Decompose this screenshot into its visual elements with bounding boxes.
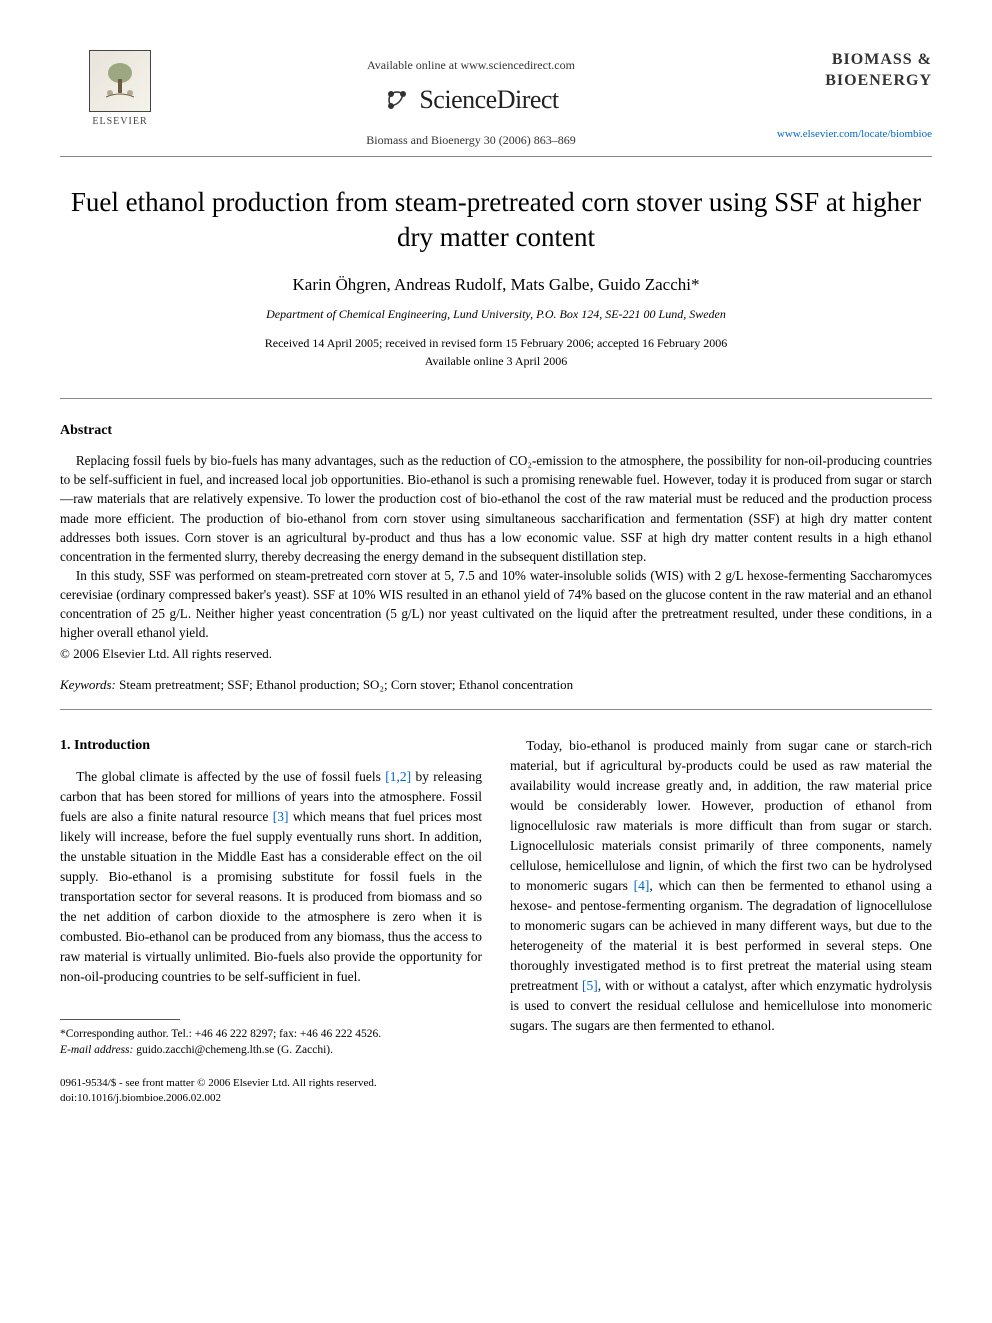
body-columns: 1. Introduction The global climate is af… (60, 736, 932, 1106)
corresponding-author: *Corresponding author. Tel.: +46 46 222 … (60, 1026, 482, 1042)
sciencedirect-icon (383, 86, 411, 114)
ref-link-3[interactable]: [3] (273, 809, 289, 824)
email-line: E-mail address: guido.zacchi@chemeng.lth… (60, 1042, 482, 1058)
footnotes: *Corresponding author. Tel.: +46 46 222 … (60, 1026, 482, 1058)
header-row: ELSEVIER Available online at www.science… (60, 50, 932, 148)
abstract-body: Replacing fossil fuels by bio-fuels has … (60, 451, 932, 663)
article-dates: Received 14 April 2005; received in revi… (60, 334, 932, 370)
journal-name-line2: BIOENERGY (825, 72, 932, 89)
ref-link-5[interactable]: [5] (582, 978, 598, 993)
abstract-bottom-divider (60, 709, 932, 710)
header-center: Available online at www.sciencedirect.co… (180, 50, 762, 148)
publisher-name: ELSEVIER (92, 116, 147, 127)
available-online-text: Available online at www.sciencedirect.co… (180, 58, 762, 73)
authors: Karin Öhgren, Andreas Rudolf, Mats Galbe… (60, 275, 932, 295)
section-heading-intro: 1. Introduction (60, 736, 482, 757)
elsevier-tree-icon (89, 50, 151, 112)
abstract-heading: Abstract (60, 423, 932, 439)
page: ELSEVIER Available online at www.science… (0, 0, 992, 1147)
dates-online: Available online 3 April 2006 (425, 354, 567, 368)
affiliation: Department of Chemical Engineering, Lund… (60, 307, 932, 322)
ref-link-4[interactable]: [4] (634, 878, 650, 893)
sciencedirect-text: ScienceDirect (419, 85, 558, 115)
abstract-p2: In this study, SSF was performed on stea… (60, 566, 932, 643)
sciencedirect-logo: ScienceDirect (383, 85, 558, 115)
abstract-top-divider (60, 398, 932, 399)
elsevier-logo: ELSEVIER (60, 50, 180, 127)
keywords-label: Keywords: (60, 677, 116, 692)
journal-citation: Biomass and Bioenergy 30 (2006) 863–869 (180, 133, 762, 148)
intro-p2: Today, bio-ethanol is produced mainly fr… (510, 736, 932, 1036)
keywords-list: Steam pretreatment; SSF; Ethanol product… (116, 677, 573, 692)
journal-name-line1: BIOMASS & (832, 51, 932, 68)
footer-front-matter: 0961-9534/$ - see front matter © 2006 El… (60, 1076, 482, 1091)
article-title: Fuel ethanol production from steam-pretr… (60, 185, 932, 255)
header-divider (60, 156, 932, 157)
header-right: BIOMASS & BIOENERGY www.elsevier.com/loc… (762, 50, 932, 140)
email-label: E-mail address: (60, 1044, 133, 1056)
journal-url-link[interactable]: www.elsevier.com/locate/biombioe (777, 128, 932, 140)
footnote-rule (60, 1019, 180, 1020)
footer-doi: doi:10.1016/j.biombioe.2006.02.002 (60, 1091, 482, 1106)
footer-meta: 0961-9534/$ - see front matter © 2006 El… (60, 1076, 482, 1107)
right-column: Today, bio-ethanol is produced mainly fr… (510, 736, 932, 1106)
dates-received: Received 14 April 2005; received in revi… (265, 336, 728, 350)
email-address: guido.zacchi@chemeng.lth.se (G. Zacchi). (133, 1044, 333, 1056)
publisher-block: ELSEVIER (60, 50, 180, 127)
abstract-p1: Replacing fossil fuels by bio-fuels has … (60, 451, 932, 566)
abstract-copyright: © 2006 Elsevier Ltd. All rights reserved… (60, 645, 932, 664)
keywords: Keywords: Steam pretreatment; SSF; Ethan… (60, 677, 932, 693)
ref-link-1-2[interactable]: [1,2] (385, 769, 411, 784)
intro-p1: The global climate is affected by the us… (60, 767, 482, 987)
journal-name: BIOMASS & BIOENERGY (762, 50, 932, 92)
left-column: 1. Introduction The global climate is af… (60, 736, 482, 1106)
journal-url[interactable]: www.elsevier.com/locate/biombioe (762, 128, 932, 140)
